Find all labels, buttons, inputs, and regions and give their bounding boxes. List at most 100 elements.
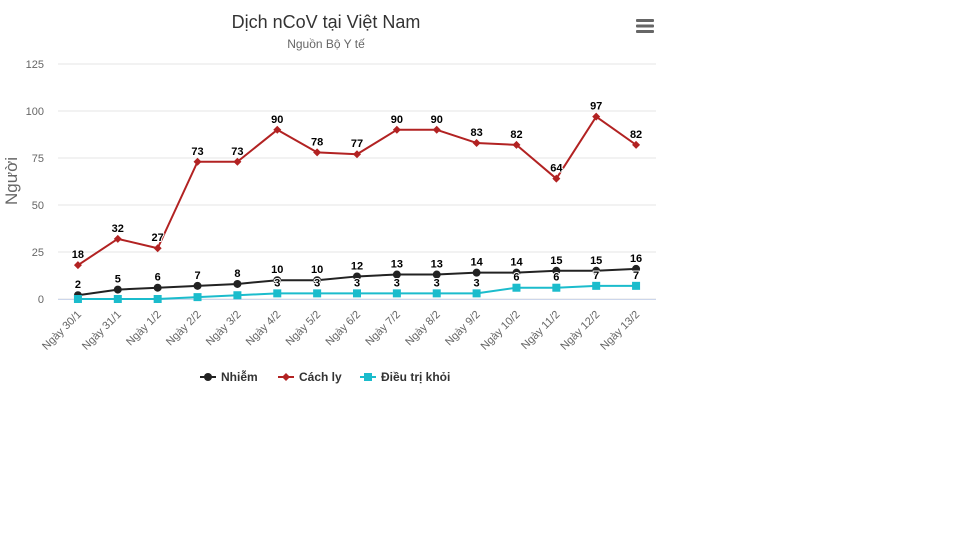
- data-point[interactable]: [512, 140, 521, 149]
- data-point[interactable]: [432, 270, 441, 279]
- data-label: 14: [470, 257, 483, 269]
- data-point[interactable]: [153, 283, 162, 292]
- data-point[interactable]: [632, 140, 641, 149]
- legend-marker[interactable]: [204, 373, 212, 381]
- data-label: 90: [431, 114, 443, 126]
- x-tick-label: Ngày 30/1: [40, 309, 84, 353]
- data-label: 15: [590, 255, 602, 267]
- y-axis-label: Người: [2, 157, 21, 205]
- x-tick-label: Ngày 12/2: [558, 309, 602, 353]
- x-tick-label: Ngày 9/2: [443, 309, 483, 349]
- y-tick-label: 25: [32, 247, 44, 259]
- x-tick-label: Ngày 5/2: [284, 309, 324, 349]
- data-point[interactable]: [233, 279, 242, 288]
- data-point[interactable]: [552, 174, 561, 183]
- x-tick-label: Ngày 31/1: [80, 309, 124, 353]
- data-label: 3: [314, 277, 320, 289]
- data-label: 3: [394, 277, 400, 289]
- data-point[interactable]: [193, 281, 202, 290]
- data-point[interactable]: [193, 293, 202, 302]
- legend-item[interactable]: Cách ly: [278, 370, 342, 384]
- data-point[interactable]: [273, 276, 282, 285]
- data-label: 5: [115, 274, 121, 286]
- data-point[interactable]: [273, 289, 282, 298]
- data-label: 18: [72, 249, 84, 261]
- data-label: 83: [470, 127, 482, 139]
- data-point[interactable]: [153, 295, 162, 303]
- data-label: 15: [550, 255, 562, 267]
- data-point[interactable]: [233, 291, 242, 300]
- data-point[interactable]: [353, 289, 361, 298]
- data-point[interactable]: [512, 283, 521, 292]
- data-point[interactable]: [472, 268, 481, 277]
- data-label: 7: [194, 270, 200, 282]
- data-label: 6: [553, 272, 559, 284]
- data-point[interactable]: [632, 281, 641, 290]
- data-point[interactable]: [353, 150, 361, 159]
- x-tick-label: Ngày 3/2: [204, 309, 244, 349]
- data-point[interactable]: [313, 276, 322, 285]
- data-point[interactable]: [313, 289, 322, 298]
- legend-label: Cách ly: [299, 370, 342, 384]
- x-tick-label: Ngày 10/2: [479, 309, 523, 353]
- data-label: 8: [234, 268, 240, 280]
- data-point[interactable]: [233, 157, 242, 166]
- data-label: 78: [311, 136, 323, 148]
- data-label: 6: [155, 272, 161, 284]
- y-tick-label: 0: [38, 294, 44, 306]
- data-point[interactable]: [113, 285, 122, 294]
- data-label: 3: [354, 277, 360, 289]
- data-point[interactable]: [432, 125, 441, 134]
- y-tick-label: 125: [26, 59, 44, 71]
- y-tick-label: 75: [32, 153, 44, 165]
- data-label: 12: [351, 260, 363, 272]
- data-point[interactable]: [432, 289, 441, 298]
- data-point[interactable]: [193, 157, 202, 166]
- data-point[interactable]: [73, 261, 82, 270]
- data-point[interactable]: [592, 112, 601, 121]
- data-point[interactable]: [592, 281, 601, 290]
- data-point[interactable]: [632, 264, 641, 273]
- data-label: 90: [391, 114, 403, 126]
- data-label: 64: [550, 163, 563, 175]
- chart-title: Dịch nCoV tại Việt Nam: [232, 12, 421, 32]
- data-label: 14: [510, 257, 523, 269]
- data-point[interactable]: [353, 272, 361, 281]
- y-axis-ticks: 0 25 50 75 100 125: [26, 59, 44, 306]
- series-1: [73, 112, 641, 270]
- data-point[interactable]: [113, 234, 122, 243]
- data-point[interactable]: [512, 268, 521, 277]
- x-tick-label: Ngày 13/2: [598, 309, 642, 353]
- x-tick-label: Ngày 7/2: [363, 309, 403, 349]
- legend-item[interactable]: Điều trị khỏi: [360, 370, 450, 384]
- data-point[interactable]: [472, 289, 481, 298]
- data-point[interactable]: [592, 266, 601, 275]
- data-label: 32: [112, 223, 124, 235]
- legend-marker[interactable]: [282, 373, 290, 381]
- y-tick-label: 50: [32, 200, 44, 212]
- data-point[interactable]: [113, 295, 122, 303]
- data-point[interactable]: [472, 138, 481, 147]
- legend-item[interactable]: Nhiễm: [200, 369, 258, 384]
- data-point[interactable]: [392, 125, 401, 134]
- x-tick-label: Ngày 8/2: [403, 309, 443, 349]
- data-point[interactable]: [552, 266, 561, 275]
- data-point[interactable]: [392, 270, 401, 279]
- series-2: [73, 281, 641, 303]
- data-point[interactable]: [552, 283, 561, 292]
- x-tick-label: Ngày 2/2: [164, 309, 204, 349]
- hamburger-menu-icon[interactable]: [636, 18, 654, 34]
- data-point[interactable]: [73, 295, 82, 303]
- legend-label: Nhiễm: [221, 369, 258, 384]
- data-point[interactable]: [392, 289, 401, 298]
- data-label: 2: [75, 279, 81, 291]
- data-label: 10: [311, 264, 323, 276]
- data-label: 3: [434, 277, 440, 289]
- data-point[interactable]: [313, 148, 322, 157]
- data-point[interactable]: [153, 244, 162, 253]
- data-label: 16: [630, 253, 642, 265]
- legend-marker[interactable]: [364, 373, 372, 381]
- data-point[interactable]: [273, 125, 282, 134]
